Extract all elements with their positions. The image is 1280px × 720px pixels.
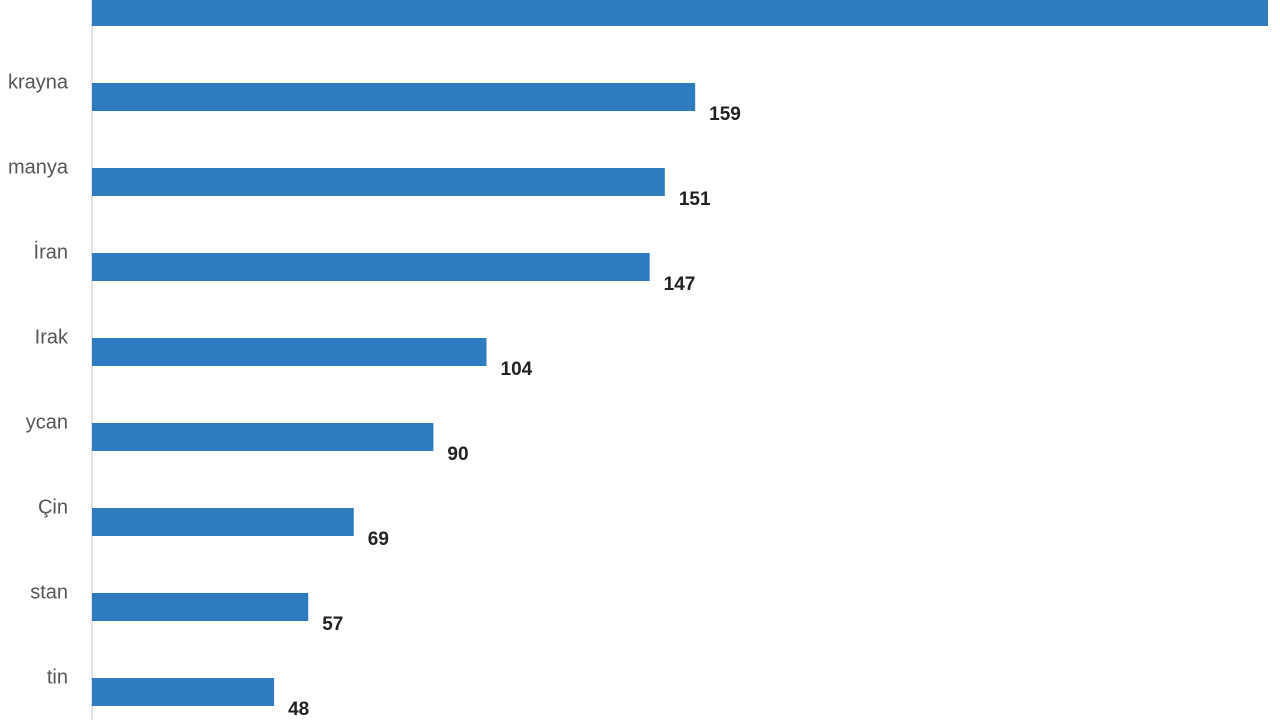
y-tick-label: stan [30, 581, 68, 603]
data-label: 90 [447, 444, 468, 465]
data-label: 147 [664, 274, 696, 295]
data-label: 57 [322, 614, 343, 635]
data-label: 69 [368, 529, 389, 550]
y-tick-label: İran [34, 240, 68, 263]
y-tick-label: Çin [38, 496, 68, 518]
bar [92, 0, 1268, 26]
y-tick-label: ycan [26, 411, 68, 433]
y-tick-label: manya [8, 156, 69, 178]
bar [92, 168, 665, 196]
bar [92, 593, 309, 621]
bar [92, 83, 696, 111]
y-tick-label: krayna [8, 71, 69, 93]
y-tick-label: tin [47, 666, 68, 688]
data-label: 151 [679, 189, 711, 210]
bar [92, 253, 650, 281]
y-tick-label: Irak [35, 326, 69, 348]
bar [92, 508, 354, 536]
data-label: 48 [288, 699, 309, 720]
bar [92, 678, 275, 706]
data-label: 159 [709, 104, 741, 125]
bar [92, 338, 487, 366]
bar [92, 423, 434, 451]
data-label: 104 [501, 359, 533, 380]
